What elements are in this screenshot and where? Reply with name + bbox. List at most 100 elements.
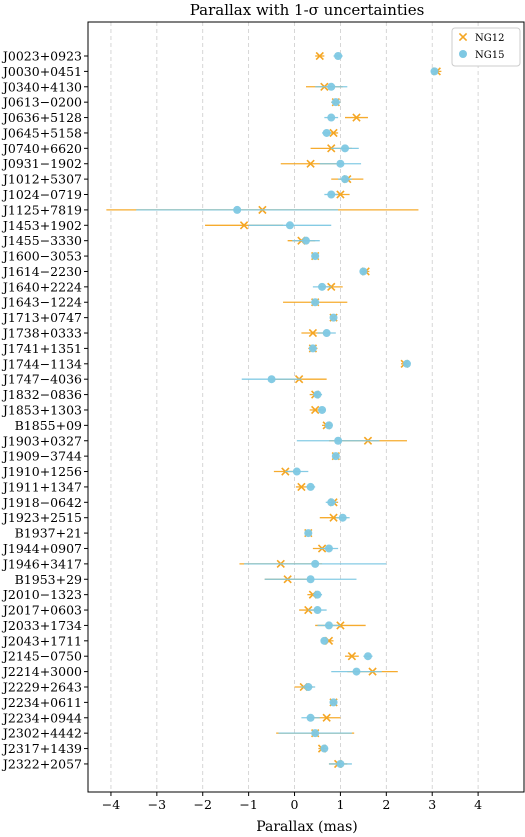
ng15-point [311, 559, 320, 568]
ng15-point [331, 452, 340, 461]
pulsar-label: J2302+4442 [1, 726, 82, 741]
ng15-point [304, 682, 313, 691]
ng12-point [308, 328, 318, 338]
ng15-point [341, 144, 350, 153]
y-axis-labels: J0023+0923J0030+0451J0340+4130J0613−0200… [1, 49, 88, 771]
ng15-point [402, 359, 411, 368]
ng15-point [322, 128, 331, 137]
ng15-point [292, 467, 301, 476]
pulsar-label: J1832−0836 [1, 387, 82, 402]
ng15-point [313, 390, 322, 399]
ng15-point [334, 436, 343, 445]
pulsar-label: J1911+1347 [1, 479, 82, 494]
ng15-point [334, 52, 343, 60]
pulsar-label: J1744−1134 [1, 356, 82, 371]
ng15-point [308, 344, 317, 353]
pulsar-label: J2234+0611 [1, 695, 82, 710]
x-tick-label: −4 [102, 797, 120, 812]
ng12-point [327, 282, 336, 292]
ng12-point [352, 113, 361, 122]
ng15-point [327, 113, 336, 122]
pulsar-label: J1910+1256 [1, 464, 82, 479]
ng15-point [336, 759, 345, 768]
pulsar-label: J1643−1224 [1, 295, 82, 310]
ng15-point [320, 744, 329, 753]
pulsar-label: J1853+1303 [1, 402, 82, 417]
chart-title: Parallax with 1-σ uncertainties [190, 1, 425, 19]
pulsar-label: J2043+1711 [1, 633, 82, 648]
pulsar-label: J2317+1439 [1, 741, 82, 756]
ng12-point [336, 190, 345, 199]
pulsar-label: B1937+21 [15, 526, 82, 541]
ng15-point [327, 190, 336, 199]
pulsar-label: J1713+0747 [1, 310, 82, 325]
ng12-point [322, 713, 331, 722]
ng15-point [311, 729, 320, 738]
x-tick-label: 3 [428, 797, 436, 812]
ng12-point [306, 159, 315, 168]
plot-frame [87, 21, 525, 793]
pulsar-label: J1125+7819 [1, 202, 82, 217]
ng15-point [329, 313, 338, 322]
series-layer [106, 51, 442, 769]
pulsar-label: J1946+3417 [1, 556, 82, 571]
ng15-point [363, 652, 372, 661]
ng15-point [341, 175, 350, 184]
x-axis-label: Parallax (mas) [256, 819, 358, 835]
x-tick-label: 1 [336, 797, 344, 812]
pulsar-label: J0645+5158 [1, 125, 82, 140]
ng15-point [306, 713, 315, 722]
pulsar-label: B1953+29 [15, 572, 82, 587]
x-tick-label: 0 [291, 797, 299, 812]
pulsar-label: J1455−3330 [1, 233, 82, 248]
pulsar-label: J0613−0200 [1, 95, 82, 110]
pulsar-label: J1918−0642 [1, 495, 82, 510]
ng12-point [329, 128, 338, 138]
ng15-point [302, 236, 310, 245]
pulsar-label: J0740+6620 [1, 141, 82, 156]
ng15-point [233, 205, 242, 214]
pulsar-label: J1747−4036 [1, 372, 82, 387]
pulsar-label: J2214+3000 [1, 664, 82, 679]
legend-label-ng12: NG12 [475, 33, 504, 44]
legend-dot-marker [459, 50, 467, 58]
pulsar-label: J1614−2230 [1, 264, 82, 279]
ng15-point [311, 252, 320, 261]
ng12-point [311, 405, 320, 415]
pulsar-label: J1738+0333 [1, 326, 82, 341]
ng15-point [327, 498, 336, 507]
ng12-point [281, 467, 290, 476]
ng12-point [347, 652, 357, 661]
pulsar-label: J1741+1351 [1, 341, 82, 356]
pulsar-label: J1024−0719 [1, 187, 82, 202]
x-tick-label: 2 [382, 797, 390, 812]
grid-lines [110, 22, 479, 792]
ng15-point [359, 267, 368, 276]
ng15-point [324, 544, 333, 553]
ng15-point [327, 82, 336, 91]
ng12-point [239, 221, 249, 230]
ng15-point [324, 621, 333, 630]
ng12-point [315, 51, 324, 61]
ng15-point [329, 698, 338, 707]
ng15-point [318, 282, 327, 291]
ng15-point [306, 575, 315, 584]
pulsar-label: J0931−1902 [1, 156, 82, 171]
legend-label-ng15: NG15 [475, 50, 504, 61]
pulsar-label: J1944+0907 [1, 541, 82, 556]
pulsar-label: J1600−3053 [1, 249, 82, 264]
ng15-point [320, 636, 329, 645]
pulsar-label: J2234+0944 [1, 710, 82, 725]
pulsar-label: J0030+0451 [1, 64, 82, 79]
legend-marker-ng15 [459, 50, 467, 58]
pulsar-label: J2322+2057 [1, 756, 82, 771]
series-ng15 [136, 52, 439, 768]
ng12-point [297, 482, 306, 492]
ng15-point [324, 421, 333, 430]
ng15-point [430, 67, 439, 76]
pulsar-label: J1640+2224 [1, 279, 82, 294]
ng15-point [267, 375, 276, 384]
pulsar-label: J0340+4130 [1, 79, 82, 94]
pulsar-label: J1923+2515 [1, 510, 82, 525]
pulsar-label: J0023+0923 [1, 49, 82, 64]
